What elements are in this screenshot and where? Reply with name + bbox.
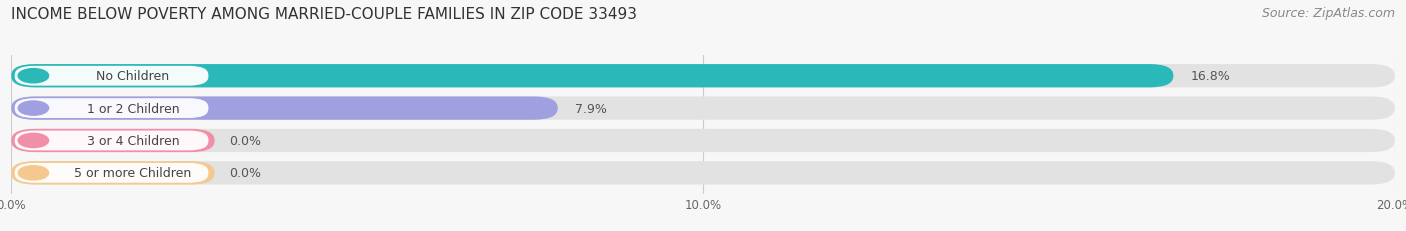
Text: Source: ZipAtlas.com: Source: ZipAtlas.com (1261, 7, 1395, 20)
Text: 0.0%: 0.0% (229, 134, 262, 147)
Circle shape (18, 134, 49, 148)
FancyBboxPatch shape (11, 97, 1395, 120)
FancyBboxPatch shape (11, 129, 1395, 152)
Text: INCOME BELOW POVERTY AMONG MARRIED-COUPLE FAMILIES IN ZIP CODE 33493: INCOME BELOW POVERTY AMONG MARRIED-COUPL… (11, 7, 637, 22)
Text: 5 or more Children: 5 or more Children (75, 167, 191, 179)
Text: 7.9%: 7.9% (575, 102, 607, 115)
FancyBboxPatch shape (14, 163, 208, 183)
Text: 16.8%: 16.8% (1191, 70, 1230, 83)
FancyBboxPatch shape (11, 129, 215, 152)
FancyBboxPatch shape (11, 65, 1395, 88)
Text: No Children: No Children (97, 70, 170, 83)
FancyBboxPatch shape (11, 65, 1174, 88)
Text: 3 or 4 Children: 3 or 4 Children (87, 134, 180, 147)
FancyBboxPatch shape (14, 67, 208, 86)
FancyBboxPatch shape (11, 97, 558, 120)
Circle shape (18, 102, 49, 116)
FancyBboxPatch shape (11, 161, 1395, 185)
Text: 0.0%: 0.0% (229, 167, 262, 179)
Circle shape (18, 166, 49, 180)
FancyBboxPatch shape (14, 131, 208, 151)
FancyBboxPatch shape (14, 99, 208, 119)
FancyBboxPatch shape (11, 161, 215, 185)
Text: 1 or 2 Children: 1 or 2 Children (87, 102, 180, 115)
Circle shape (18, 69, 49, 83)
